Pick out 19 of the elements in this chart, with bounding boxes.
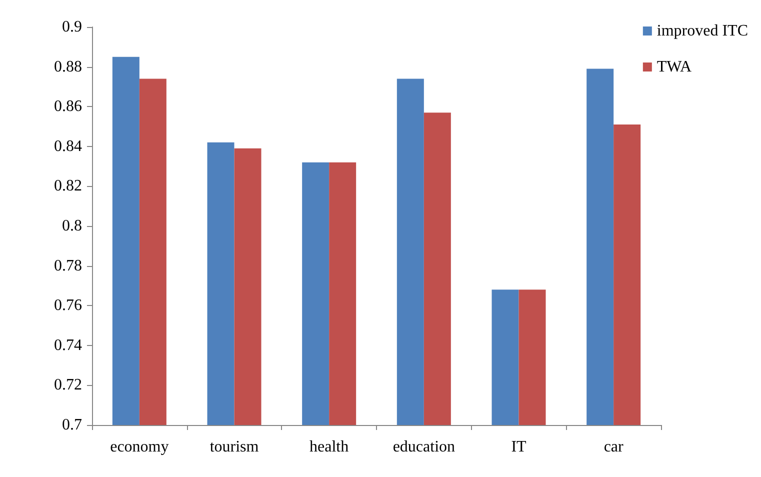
y-tick-label: 0.88 (54, 58, 82, 76)
x-tick-label: economy (110, 438, 169, 456)
x-tick-label: tourism (210, 438, 260, 456)
y-tick-label: 0.7 (62, 416, 82, 434)
y-tick-label: 0.8 (62, 218, 82, 234)
x-tick-label: IT (511, 438, 527, 456)
x-tick-label: car (604, 438, 624, 456)
y-tick-label: 0.76 (54, 297, 82, 314)
x-tick-label: education (392, 438, 456, 456)
x-tick-label: health (310, 438, 349, 456)
y-tick-label: 0.72 (54, 376, 82, 394)
y-tick-label: 0.9 (62, 18, 82, 36)
y-tick-label: 0.78 (54, 257, 82, 274)
legend-label: TWA (656, 58, 692, 76)
y-tick-label: 0.84 (54, 138, 82, 155)
y-tick-label: 0.86 (54, 98, 82, 116)
y-tick-label: 0.82 (54, 178, 82, 195)
legend-label: improved ITC (656, 22, 748, 40)
y-tick-label: 0.74 (54, 336, 82, 354)
